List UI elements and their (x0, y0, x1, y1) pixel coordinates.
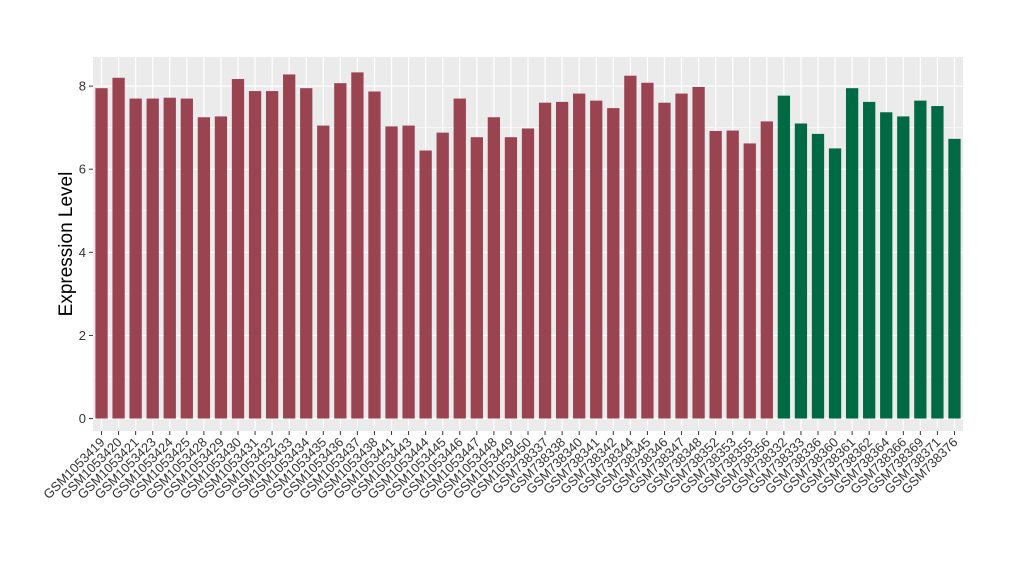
bar-GSM1053425 (180, 98, 193, 419)
bar-GSM738348 (692, 86, 705, 419)
bar-GSM738344 (624, 75, 637, 419)
bar-GSM738360 (828, 148, 842, 419)
bar-GSM738342 (607, 108, 620, 419)
y-tick-label: 0 (79, 411, 86, 426)
bar-GSM1053444 (419, 150, 432, 419)
bar-GSM738353 (726, 130, 739, 419)
bar-GSM738337 (538, 102, 552, 419)
bar-GSM1053437 (351, 72, 364, 419)
bar-GSM1053423 (146, 98, 159, 419)
bar-GSM1053428 (197, 117, 211, 419)
bar-GSM1053421 (129, 98, 142, 419)
bar-GSM738346 (658, 102, 671, 419)
bar-GSM738364 (880, 112, 893, 419)
bar-GSM1053438 (368, 91, 381, 419)
bar-GSM1053449 (504, 137, 518, 419)
bar-GSM1053443 (402, 125, 415, 419)
bar-GSM1053424 (163, 97, 176, 419)
bar-GSM1053429 (214, 116, 228, 419)
bar-GSM1053441 (385, 126, 398, 419)
bar-GSM738355 (743, 143, 756, 419)
bar-GSM1053436 (334, 83, 347, 419)
bar-GSM1053433 (283, 74, 296, 419)
bar-GSM738333 (794, 123, 808, 419)
bar-GSM738352 (709, 130, 722, 419)
bar-GSM738338 (555, 101, 569, 419)
bar-GSM738356 (760, 121, 773, 419)
y-tick-label: 6 (79, 162, 86, 177)
bar-GSM738336 (811, 133, 825, 419)
bar-GSM1053447 (470, 137, 483, 419)
bars (95, 72, 961, 419)
bar-GSM1053445 (436, 132, 449, 419)
y-tick-label: 8 (79, 79, 86, 94)
bar-GSM1053434 (300, 88, 313, 419)
bar-GSM1053432 (265, 91, 279, 419)
bar-GSM1053430 (231, 79, 245, 419)
bar-GSM738366 (897, 116, 910, 419)
bar-GSM1053450 (521, 128, 535, 419)
y-axis-title: Expression Level (56, 172, 77, 317)
bar-GSM738371 (931, 106, 944, 419)
bar-GSM738347 (675, 93, 688, 419)
bar-GSM738341 (590, 100, 603, 419)
bar-GSM738332 (777, 95, 791, 419)
bar-GSM738345 (641, 82, 654, 419)
bar-GSM738362 (863, 101, 876, 419)
y-tick-label: 4 (79, 245, 86, 260)
bar-GSM1053435 (317, 125, 330, 419)
bar-GSM1053419 (95, 88, 108, 419)
y-tick-label: 2 (79, 328, 86, 343)
x-axis: GSM1053419GSM1053420GSM1053421GSM1053423… (40, 431, 961, 502)
y-axis: 0 2 4 6 8 (79, 79, 93, 426)
bar-GSM738376 (948, 138, 961, 419)
bar-GSM1053431 (248, 91, 262, 419)
bar-GSM1053446 (453, 98, 466, 419)
bar-GSM738361 (845, 88, 859, 419)
bar-GSM1053448 (487, 117, 501, 419)
bar-GSM1053420 (112, 77, 125, 419)
bar-GSM738340 (573, 93, 586, 419)
bar-GSM738369 (914, 100, 927, 419)
